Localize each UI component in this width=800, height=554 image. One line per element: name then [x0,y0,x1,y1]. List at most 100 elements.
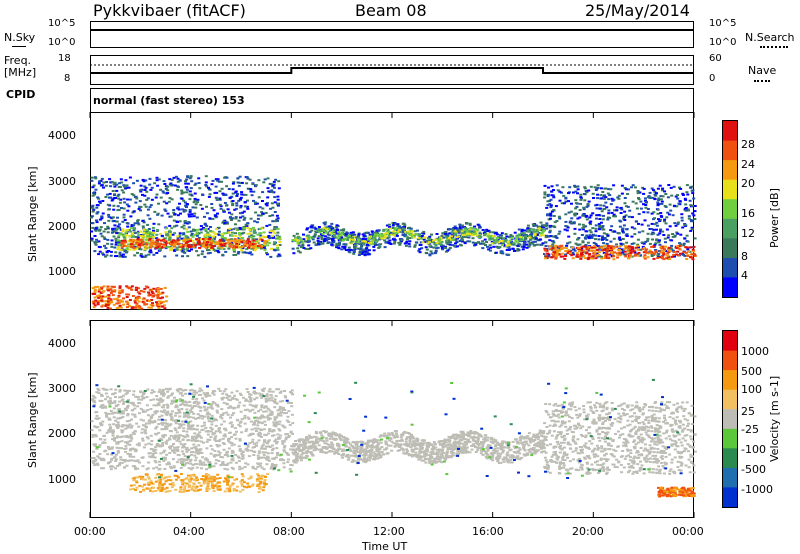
power-cell [91,207,95,210]
power-cell [176,188,180,191]
power-cell [123,185,127,188]
velocity-cell [92,396,96,399]
power-cell [116,239,120,242]
power-cell [428,235,432,238]
power-cell [232,250,236,253]
power-cell [689,229,693,232]
power-cell [577,250,581,253]
velocity-cell [168,437,171,440]
power-cell [212,209,216,212]
power-cell [122,245,126,247]
power-cell [659,198,663,201]
power-cell [269,255,273,258]
power-cell [141,193,144,196]
power-cell [234,223,237,226]
power-cell [276,255,280,258]
power-cell [159,302,163,305]
velocity-cell [194,417,198,420]
power-cell [135,289,138,291]
power-cell [659,195,663,198]
power-cell [493,242,497,245]
power-cell [595,249,599,252]
velocity-cell [97,456,101,459]
power-cell [106,304,110,307]
velocity-cell [265,416,269,419]
power-cell [379,243,383,246]
power-cell [626,253,630,256]
velocity-cell [122,402,125,405]
power-cell [170,240,174,243]
power-cell [240,246,244,249]
power-cell [152,222,156,225]
power-cell [625,233,629,236]
power-cell [659,230,663,233]
power-cell [515,238,519,241]
power-cell [131,232,135,235]
power-cell [117,236,121,239]
power-cell [315,230,319,233]
power-cell [189,175,193,178]
velocity-cell [172,436,176,439]
power-cell [115,297,119,300]
power-cell [475,230,479,233]
power-cell [330,243,334,246]
velocity-cell [159,399,163,401]
velocity-cell [237,456,241,459]
power-cell [265,204,269,207]
power-cell [209,230,213,232]
power-cell [158,242,162,245]
power-cell [666,196,670,199]
velocity-cell [239,410,243,413]
power-cell [152,253,156,256]
power-cell [175,248,179,251]
power-cell [672,253,676,256]
power-cell [116,247,120,250]
power-cell [479,236,483,238]
power-cell [604,247,608,250]
power-cell [137,307,141,310]
power-cell [668,203,672,206]
velocity-cell [242,396,245,399]
power-cell [660,247,664,250]
power-cell [639,254,643,257]
power-cell [136,222,140,225]
velocity-cell [241,454,245,457]
power-cell [150,233,154,236]
power-cell [122,303,126,306]
velocity-cell [151,413,155,416]
power-cell [114,255,117,258]
power-cell [262,181,266,184]
power-cell [576,192,579,195]
power-cell [258,244,262,247]
power-cell [231,231,234,234]
power-cell [224,250,228,253]
power-cell [446,243,450,246]
beam-title: Beam 08 [355,1,427,20]
power-cell [311,237,315,239]
velocity-cell [158,388,162,391]
power-cell [395,229,399,232]
velocity-cell [291,432,295,435]
power-cell [531,242,535,245]
velocity-cell [140,395,144,398]
power-cell [242,226,246,228]
velocity-cell [188,389,192,392]
power-cell [301,243,305,246]
power-cell [112,204,116,207]
power-cell [106,231,110,234]
velocity-cell [162,393,166,395]
power-cell [605,250,609,253]
power-cell [147,291,150,294]
power-cell [173,248,177,251]
velocity-cell [150,391,154,394]
power-cell [268,215,272,217]
power-cell [317,241,320,244]
velocity-cell [194,437,198,440]
power-cell [267,235,271,237]
power-cell [676,250,680,253]
power-cell [447,241,451,243]
power-cell [100,217,104,220]
power-cell [422,232,426,235]
power-cell [648,242,652,245]
power-cell [655,239,659,242]
